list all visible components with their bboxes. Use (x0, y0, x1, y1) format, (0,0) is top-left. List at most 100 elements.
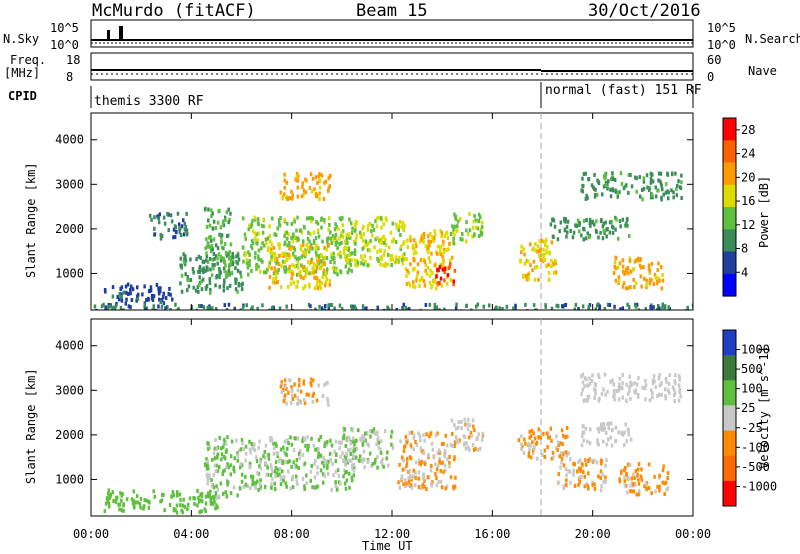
power-cell (197, 304, 201, 308)
power-cell (626, 286, 630, 290)
power-cell (272, 277, 275, 281)
velocity-cell (349, 458, 353, 463)
velocity-cell (291, 388, 294, 393)
velocity-cell (258, 464, 261, 469)
velocity-cell (562, 484, 566, 489)
velocity-cell (264, 460, 267, 465)
power-cell (554, 261, 557, 266)
power-cell (654, 185, 657, 190)
xtick-label: 16:00 (474, 527, 510, 541)
velocity-cell (430, 463, 433, 468)
velocity-cell (312, 391, 316, 396)
velocity-cell (634, 388, 638, 393)
velocity-cell (223, 468, 226, 473)
power-cell (390, 263, 393, 267)
power-cell (200, 279, 203, 284)
velocity-cell (442, 469, 445, 474)
power-cell (351, 226, 354, 231)
velocity-cell (419, 486, 423, 491)
power-cell (318, 304, 321, 309)
power-cell (396, 260, 399, 264)
power-colorbar-tick-label: 8 (741, 242, 748, 256)
power-cell (315, 282, 319, 287)
power-colorbar-swatch (723, 251, 736, 275)
power-cell (680, 180, 683, 185)
velocity-cell (382, 464, 385, 469)
velocity-cell (317, 451, 320, 456)
velocity-cell (229, 472, 232, 477)
velocity-cell (334, 439, 338, 444)
power-colorbar-swatch (723, 184, 736, 208)
velocity-cell (477, 432, 480, 437)
velocity-cell (632, 489, 636, 494)
power-cell (217, 252, 221, 257)
power-cell (233, 306, 236, 310)
velocity-cell (280, 474, 283, 479)
velocity-cell (468, 448, 471, 453)
velocity-cell (265, 473, 268, 477)
velocity-cell (355, 446, 358, 451)
power-cell (196, 285, 200, 289)
power-cell (271, 216, 274, 221)
velocity-cell (619, 385, 622, 390)
power-cell (661, 278, 665, 283)
power-cell (194, 288, 198, 293)
power-cell (285, 267, 288, 272)
velocity-cell (601, 472, 604, 477)
velocity-cell (283, 439, 287, 444)
velocity-cell (290, 442, 294, 447)
velocity-cell (678, 387, 682, 392)
velocity-cell (660, 381, 663, 386)
velocity-cell (376, 454, 379, 459)
velocity-cell (379, 450, 383, 455)
velocity-cell (617, 385, 621, 390)
power-cell (635, 258, 638, 263)
velocity-cell (232, 485, 236, 490)
velocity-cell (455, 434, 458, 439)
power-cell (136, 297, 140, 301)
power-cell (270, 242, 273, 247)
power-cell (627, 190, 630, 195)
velocity-cell (583, 384, 586, 389)
power-cell (293, 217, 296, 222)
velocity-cell (343, 468, 346, 473)
power-cell (446, 236, 450, 240)
power-cell (627, 172, 631, 177)
power-cell (435, 274, 438, 279)
velocity-cell (374, 457, 377, 462)
velocity-cell (593, 382, 597, 387)
velocity-cell (317, 383, 320, 388)
power-cell (442, 250, 446, 255)
velocity-cell (402, 482, 405, 487)
velocity-cell (292, 460, 295, 465)
power-cell (433, 263, 437, 268)
power-cell (391, 239, 395, 244)
velocity-cell (658, 473, 661, 478)
power-cell (203, 207, 207, 212)
velocity-cell (206, 481, 209, 486)
velocity-cell (565, 426, 569, 430)
power-cell (663, 305, 667, 310)
velocity-cell (318, 453, 322, 458)
power-cell (255, 232, 258, 237)
velocity-cell (204, 462, 207, 467)
power-cell (283, 172, 286, 177)
power-cell (456, 219, 460, 224)
power-cell (236, 289, 239, 294)
power-cell (477, 218, 480, 223)
power-cell (347, 248, 350, 253)
power-cell (228, 283, 232, 288)
power-cell (251, 229, 255, 234)
power-cell (288, 269, 291, 274)
power-cell (348, 267, 351, 272)
power-cell (659, 181, 663, 186)
power-cell (544, 238, 548, 243)
power-cell (122, 290, 125, 295)
power-cell (268, 234, 271, 239)
velocity-cell (275, 471, 278, 476)
velocity-cell (266, 465, 269, 470)
power-cell (125, 297, 128, 302)
velocity-cell (281, 382, 284, 387)
velocity-cell (434, 433, 438, 438)
power-cell (648, 270, 651, 275)
